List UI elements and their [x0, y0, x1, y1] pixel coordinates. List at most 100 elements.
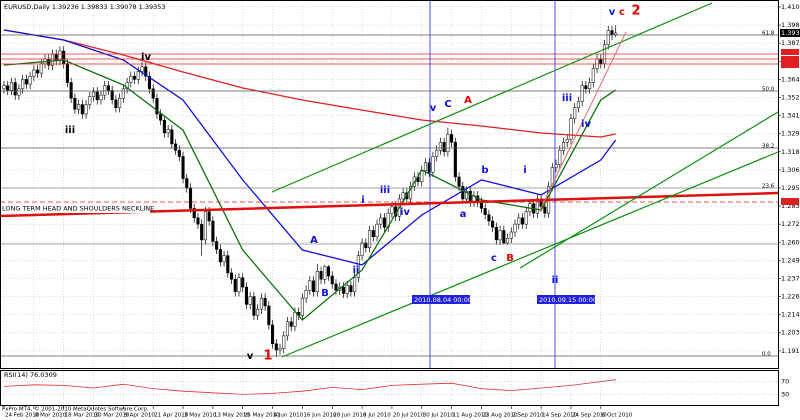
candle-body	[181, 156, 185, 179]
candle-body	[151, 88, 155, 99]
wave-label: iii	[380, 185, 390, 196]
candle-body	[106, 85, 110, 91]
candle-body	[367, 230, 372, 249]
x-tick-label: 11 Aug 2010	[453, 413, 489, 419]
candle-body	[282, 335, 286, 349]
candle-body	[62, 50, 66, 64]
y-tick-label: 1.34100	[781, 112, 800, 120]
candle-body	[2, 85, 6, 90]
candle-body	[256, 308, 260, 316]
x-tick-label: 6 Oct 2010	[602, 413, 633, 419]
moving-average	[3, 29, 617, 266]
vline-label: 2010.09.15 00:00	[539, 296, 597, 304]
y-tick-label: 1.31800	[781, 148, 800, 156]
wave-label: ii	[552, 275, 559, 286]
candle-body	[263, 297, 267, 307]
candle-body	[285, 321, 290, 337]
current-price-box	[780, 28, 800, 37]
candle-body	[315, 271, 319, 293]
candle-body	[446, 134, 450, 153]
candle-body	[610, 30, 614, 35]
candle-body	[349, 285, 353, 293]
y-tick-label: 1.24900	[781, 256, 800, 264]
candle-body	[125, 82, 129, 90]
x-tick-label: 20 Jul 2010	[393, 413, 425, 419]
x-tick-label: 30 Jul 2010	[423, 413, 455, 419]
candle-body	[9, 82, 14, 91]
candle-body	[271, 324, 275, 345]
y-tick-label: 1.29500	[781, 184, 800, 192]
candle-body	[461, 186, 465, 200]
candle-body	[438, 142, 442, 151]
candle-body	[65, 63, 69, 83]
candle-body	[17, 88, 21, 96]
candle-body	[73, 98, 77, 110]
candle-body	[409, 186, 413, 200]
candle-body	[241, 277, 245, 288]
candle-body	[591, 68, 595, 83]
candle-body	[364, 242, 368, 249]
wave-label: i	[361, 195, 364, 206]
x-tick-label: 23 Aug 2010	[482, 413, 518, 419]
candle-body	[483, 208, 487, 215]
y-tick-label: 1.38700	[781, 39, 800, 47]
candle-body	[468, 190, 472, 203]
candle-body	[162, 120, 166, 134]
candle-body	[576, 101, 580, 108]
candle-body	[513, 223, 517, 233]
y-tick-label: 1.22600	[781, 293, 800, 301]
candle-body	[136, 71, 140, 80]
x-tick-label: 14 Sep 2010	[542, 413, 577, 419]
candle-body	[50, 53, 55, 66]
candle-body	[36, 69, 40, 74]
candle-body	[494, 227, 498, 241]
candle-body	[91, 91, 96, 97]
candle-body	[487, 214, 491, 222]
candle-body	[259, 297, 263, 310]
candle-body	[140, 66, 144, 72]
candle-body	[341, 286, 345, 294]
candle-body	[524, 211, 528, 225]
y-tick-label: 1.26050	[781, 238, 800, 246]
overlays	[3, 29, 617, 395]
x-tick-label: 8 Mar 2010	[35, 413, 67, 419]
candle-body	[218, 249, 222, 263]
candle-body	[442, 142, 446, 153]
price-box	[781, 198, 799, 205]
x-tick-label: 9 Apr 2010	[124, 413, 155, 419]
candle-body	[24, 79, 28, 85]
candle-body	[427, 162, 431, 173]
x-tick-label: 21 Apr 2010	[154, 413, 189, 419]
candle-body	[330, 275, 334, 285]
candle-body	[200, 223, 204, 241]
wave-label: ii	[353, 265, 360, 276]
candle-body	[293, 312, 297, 327]
candle-body	[491, 220, 495, 228]
y-tick-label: 1.21450	[781, 311, 800, 319]
candle-body	[207, 211, 211, 222]
candle-body	[580, 85, 584, 102]
wave-label: A	[464, 95, 472, 106]
rsi-tick-label: 30	[781, 390, 789, 398]
trend-line	[539, 31, 627, 211]
candle-body	[509, 231, 513, 239]
candle-body	[319, 271, 323, 280]
wave-label: iv	[141, 52, 151, 63]
candle-body	[129, 75, 133, 83]
y-tick-label: 1.27200	[781, 220, 800, 228]
price-box	[781, 62, 799, 68]
y-tick-label: 1.28350	[781, 202, 800, 210]
wave-label: b	[481, 165, 488, 176]
price-box	[781, 56, 799, 62]
candle-body	[114, 99, 118, 108]
candle-body	[244, 286, 248, 305]
y-tick-label: 1.41000	[781, 3, 800, 11]
candle-body	[84, 104, 88, 115]
fib-label: 50.0	[762, 87, 775, 93]
x-tick-label: 30 Mar 2010	[95, 413, 130, 419]
moving-average	[3, 29, 616, 138]
wave-label: 2	[631, 4, 640, 19]
label-box	[0, 203, 150, 213]
labels: 1.410001.398501.387001.375501.364001.352…	[0, 3, 800, 419]
